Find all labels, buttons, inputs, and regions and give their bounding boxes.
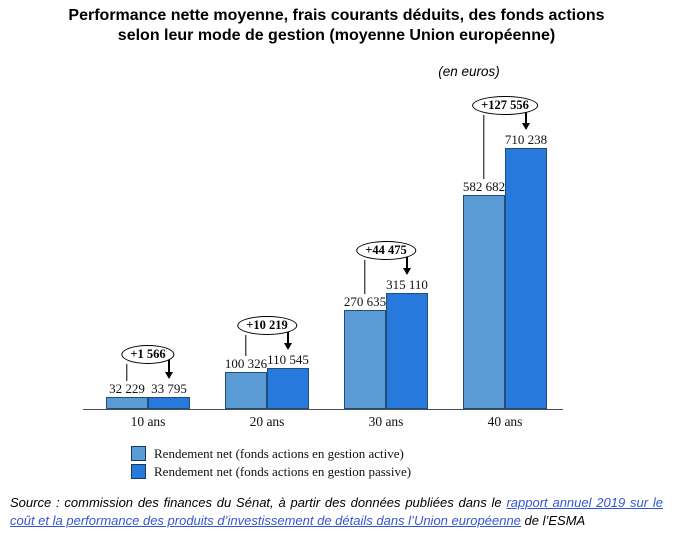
callout-down-arrow-icon xyxy=(284,330,292,351)
bar-active-10ans xyxy=(106,397,148,409)
bar-value-label: 270 635 xyxy=(343,293,387,309)
bar-passive-40ans xyxy=(505,148,547,409)
bar-value-label: 33 795 xyxy=(151,380,187,396)
arrow-stem xyxy=(168,358,170,372)
arrow-stem xyxy=(406,255,408,269)
callout-connector-line xyxy=(483,115,485,179)
units-subtitle: (en euros) xyxy=(438,64,500,79)
callout-connector-line xyxy=(126,363,128,382)
category-label: 30 ans xyxy=(368,414,404,429)
arrow-head-icon xyxy=(284,343,292,351)
source-note: Source : commission des finances du Séna… xyxy=(10,494,663,530)
bar-value-label: 100 326 xyxy=(224,356,268,372)
category-label: 10 ans xyxy=(130,414,166,429)
bar-passive-20ans xyxy=(267,368,309,409)
category-label: 40 ans xyxy=(487,414,523,429)
legend-label: Rendement net (fonds actions en gestion … xyxy=(154,464,412,479)
bar-value-label: 110 545 xyxy=(267,352,309,368)
legend: Rendement net (fonds actions en gestion … xyxy=(131,446,411,479)
bar-chart-area: 32 229 33 795 10 ans +1 566 100 326 110 545 20… xyxy=(83,85,563,429)
legend-swatch-active xyxy=(131,446,146,461)
source-text-prefix: Source : commission des finances du Séna… xyxy=(10,495,507,510)
bar-passive-30ans xyxy=(386,293,428,409)
arrow-head-icon xyxy=(165,371,173,379)
arrow-head-icon xyxy=(522,123,530,130)
title-line-1: Performance nette moyenne, frais courant… xyxy=(68,7,605,24)
source-text-suffix: de l’ESMA xyxy=(520,513,586,528)
page-title: Performance nette moyenne, frais courant… xyxy=(0,6,673,46)
arrow-stem xyxy=(525,110,527,123)
bar-passive-10ans xyxy=(148,397,190,409)
legend-swatch-passive xyxy=(131,464,146,479)
callout-down-arrow-icon xyxy=(403,255,411,276)
source-link[interactable]: rapport annuel 2019 sur le coût et la pe… xyxy=(10,495,663,528)
callout-down-arrow-icon xyxy=(522,110,530,130)
diff-callout-ellipse: +44 475 xyxy=(356,241,416,261)
arrow-stem xyxy=(287,330,289,344)
bar-value-label: 710 238 xyxy=(504,132,548,147)
bar-value-label: 32 229 xyxy=(109,381,145,397)
bar-active-40ans xyxy=(463,195,505,409)
legend-item: Rendement net (fonds actions en gestion … xyxy=(131,446,411,461)
callout-down-arrow-icon xyxy=(165,358,173,379)
diff-callout-ellipse: +1 566 xyxy=(121,344,175,364)
bar-active-30ans xyxy=(344,310,386,409)
callout-connector-line xyxy=(364,260,366,294)
title-line-2: selon leur mode de gestion (moyenne Unio… xyxy=(117,27,556,44)
callout-connector-line xyxy=(245,335,247,357)
bar-active-20ans xyxy=(225,372,267,409)
diff-callout-ellipse: +127 556 xyxy=(472,96,538,115)
x-axis-line xyxy=(83,408,563,410)
bar-value-label: 315 110 xyxy=(386,277,428,293)
arrow-head-icon xyxy=(403,268,411,276)
category-label: 20 ans xyxy=(249,414,285,429)
legend-label: Rendement net (fonds actions en gestion … xyxy=(154,446,404,461)
diff-callout-ellipse: +10 219 xyxy=(237,316,297,336)
bar-value-label: 582 682 xyxy=(462,178,506,194)
legend-item: Rendement net (fonds actions en gestion … xyxy=(131,464,411,479)
